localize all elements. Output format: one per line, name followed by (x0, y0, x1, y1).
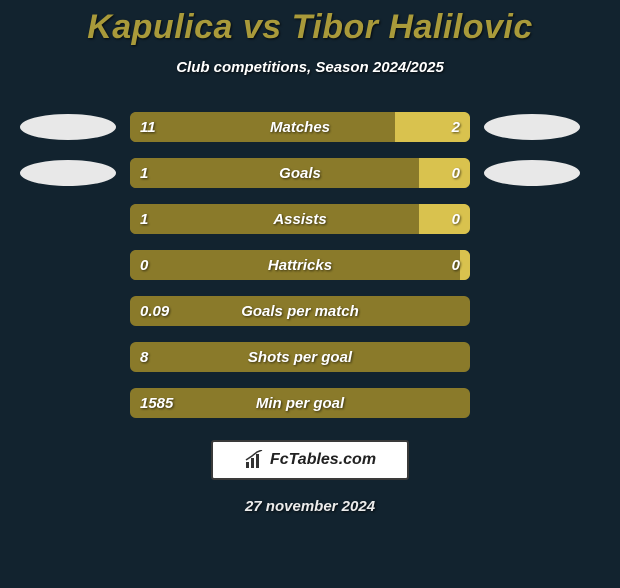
player-shape-right (484, 114, 580, 140)
bar-segment-right (419, 204, 470, 234)
player-shape-right (484, 160, 580, 186)
bar-segment-left (130, 296, 470, 326)
stat-row: 0Hattricks0 (10, 242, 610, 288)
stat-row: 1Assists0 (10, 196, 610, 242)
bar-segment-left (130, 158, 419, 188)
badge-text: FcTables.com (270, 451, 376, 469)
source-badge: FcTables.com (211, 440, 409, 480)
bar-segment-left (130, 342, 470, 372)
stat-bar: 1Assists0 (130, 204, 470, 234)
bar-segment-right (395, 112, 470, 142)
stat-bar: 8Shots per goal (130, 342, 470, 372)
bar-segment-left (130, 388, 470, 418)
stat-row: 1585Min per goal (10, 380, 610, 426)
bar-segment-left (130, 204, 419, 234)
player-shape-left (20, 114, 116, 140)
bar-segment-left (130, 112, 395, 142)
stat-bar: 0Hattricks0 (130, 250, 470, 280)
footer-date: 27 november 2024 (0, 498, 620, 515)
bar-segment-right (419, 158, 470, 188)
stat-row: 1Goals0 (10, 150, 610, 196)
player-shape-left (20, 160, 116, 186)
comparison-chart: 11Matches2 1Goals0 1Assists0 0Hattricks0 0.0… (10, 104, 610, 426)
bar-chart-icon (244, 450, 266, 470)
stat-bar: 11Matches2 (130, 112, 470, 142)
bar-segment-left (130, 250, 460, 280)
bar-segment-right (460, 250, 470, 280)
stat-row: 11Matches2 (10, 104, 610, 150)
stat-row: 0.09Goals per match (10, 288, 610, 334)
subtitle: Club competitions, Season 2024/2025 (0, 59, 620, 76)
stat-bar: 1Goals0 (130, 158, 470, 188)
stat-bar: 1585Min per goal (130, 388, 470, 418)
page-title: Kapulica vs Tibor Halilovic (0, 8, 620, 47)
stat-row: 8Shots per goal (10, 334, 610, 380)
stat-bar: 0.09Goals per match (130, 296, 470, 326)
